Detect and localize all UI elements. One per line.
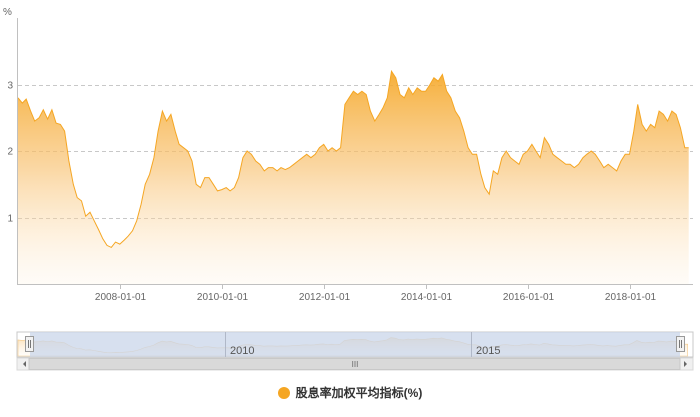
scrollbar-thumb[interactable] [28,358,681,370]
y-axis-unit-label: % [3,7,12,18]
navigator-right-handle[interactable] [676,336,685,352]
x-tick-label: 2012-01-01 [299,292,351,303]
x-tick-label: 2010-01-01 [197,292,249,303]
x-tick-label: 2018-01-01 [605,292,657,303]
legend-marker-icon [277,387,290,399]
y-tick-label: 3 [7,81,13,92]
navigator-left-handle[interactable] [25,336,34,352]
scrollbar-right-arrow-icon[interactable] [684,361,687,367]
legend-label: 股息率加权平均指标(%) [295,386,423,400]
scrollbar-left-arrow-icon[interactable] [23,361,26,367]
x-tick-label: 2016-01-01 [503,292,555,303]
series-line [17,69,689,249]
scrollbar-grip: III [352,360,359,369]
x-tick-label: 2008-01-01 [95,292,147,303]
navigator-selected-range[interactable] [30,332,680,357]
x-axis-ticks: 2008-01-01 2010-01-01 2012-01-01 2014-01-01… [95,284,657,303]
y-tick-label: 2 [7,147,13,158]
navigator-label-2010: 2010 [230,345,254,357]
navigator[interactable]: 2010 2015 [16,331,694,358]
navigator-label-2015: 2015 [476,345,500,357]
y-tick-label: 1 [7,214,13,225]
x-tick-label: 2014-01-01 [401,292,453,303]
legend[interactable]: 股息率加权平均指标(%) [0,384,700,401]
scrollbar[interactable]: III [16,357,694,371]
y-axis-ticks: 1 2 3 [7,81,13,225]
series-area-fill [18,71,689,284]
